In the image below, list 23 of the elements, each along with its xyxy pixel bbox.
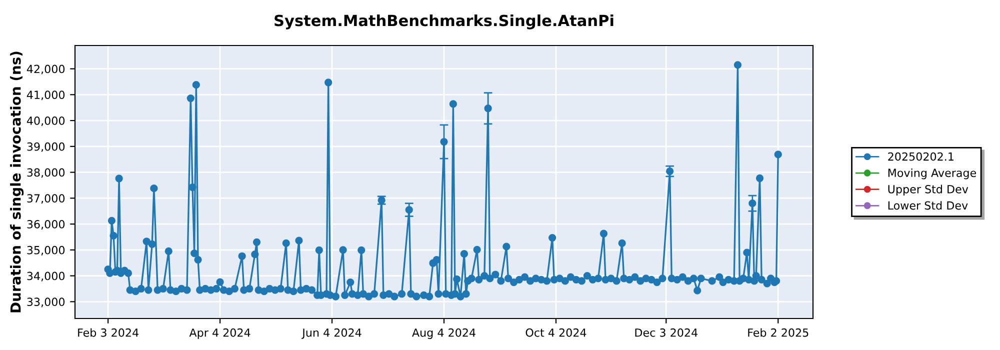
y-tick-label: 37,000: [27, 194, 65, 204]
y-tick-label: 34,000: [27, 272, 65, 282]
y-tick-label: 36,000: [27, 220, 65, 230]
x-tick-label: Dec 3 2024: [635, 328, 698, 337]
x-tick-label: Oct 4 2024: [526, 328, 586, 337]
y-tick-label: 38,000: [27, 168, 65, 178]
y-tick-label: 33,000: [27, 298, 65, 308]
y-tick-label: 42,000: [26, 64, 65, 74]
legend-label: 20250202.1: [888, 152, 954, 161]
legend-label: Lower Std Dev: [888, 201, 968, 210]
legend-label: Moving Average: [888, 168, 976, 180]
y-tick-label: 39,000: [27, 142, 65, 152]
x-tick-label: Feb 2 2025: [748, 328, 808, 337]
y-tick-label: 41,000: [26, 90, 65, 100]
chart-title: System.MathBenchmarks.Single.AtanPi: [274, 14, 614, 30]
y-tick-label: 35,000: [27, 246, 65, 256]
x-tick-label: Apr 4 2024: [189, 328, 250, 339]
y-tick-label: 40,000: [26, 116, 65, 126]
x-tick-label: Jun 4 2024: [302, 328, 362, 339]
legend-label: Upper Std Dev: [888, 184, 968, 196]
y-axis-title: Duration of single invocation (ns): [10, 52, 24, 312]
x-tick-label: Aug 4 2024: [412, 328, 476, 339]
x-tick-label: Feb 3 2024: [78, 328, 138, 337]
